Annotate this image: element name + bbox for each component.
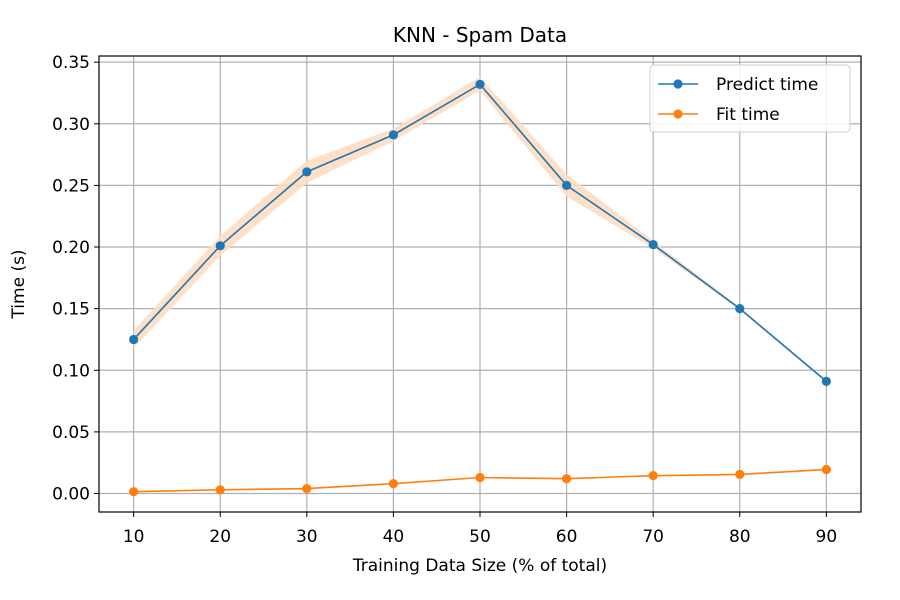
x-tick-label: 40: [383, 527, 405, 547]
x-axis-ticks: 10 20 30 40 50 60 70 80 90: [123, 512, 837, 547]
y-tick-label: 0.00: [52, 485, 90, 505]
x-tick-label: 10: [123, 527, 145, 547]
data-point: [821, 464, 831, 475]
y-tick-label: 0.30: [52, 115, 90, 135]
data-point: [129, 487, 139, 497]
data-point: [129, 334, 139, 345]
data-point: [648, 239, 658, 250]
data-point: [388, 479, 399, 489]
x-tick-label: 20: [209, 527, 231, 547]
data-point: [388, 130, 399, 140]
x-tick-label: 30: [296, 527, 318, 547]
data-point: [735, 469, 745, 480]
data-point: [475, 472, 485, 483]
x-tick-label: 50: [469, 527, 491, 547]
data-point: [475, 79, 485, 89]
data-point: [735, 304, 745, 314]
x-axis-label: Training Data Size (% of total): [352, 556, 607, 576]
legend: Predict time Fit time: [649, 64, 851, 133]
legend-label: Fit time: [716, 105, 780, 125]
data-point: [821, 376, 831, 386]
y-tick-label: 0.35: [52, 53, 90, 73]
y-tick-label: 0.25: [52, 176, 90, 196]
y-tick-label: 0.05: [52, 423, 90, 443]
y-axis-ticks: 0.00 0.05 0.10 0.15 0.20 0.25 0.30 0.35: [52, 53, 99, 505]
x-tick-label: 80: [729, 527, 751, 547]
x-tick-label: 70: [642, 527, 664, 547]
y-tick-label: 0.10: [52, 361, 90, 381]
legend-box: [649, 64, 851, 133]
data-point: [215, 241, 225, 251]
data-point: [561, 180, 572, 191]
series-points: [129, 79, 831, 497]
chart-title: KNN - Spam Data: [393, 23, 567, 47]
x-tick-label: 90: [816, 527, 838, 547]
data-point: [648, 471, 658, 481]
y-axis-label: Time (s): [9, 249, 29, 319]
data-point: [302, 167, 312, 177]
x-tick-label: 60: [556, 527, 578, 547]
data-point: [561, 474, 572, 484]
legend-label: Predict time: [716, 75, 818, 95]
data-point: [215, 485, 225, 495]
data-point: [302, 483, 312, 494]
y-tick-label: 0.15: [52, 300, 90, 320]
y-tick-label: 0.20: [52, 238, 90, 258]
legend-marker: [673, 109, 683, 119]
legend-marker: [673, 79, 683, 89]
